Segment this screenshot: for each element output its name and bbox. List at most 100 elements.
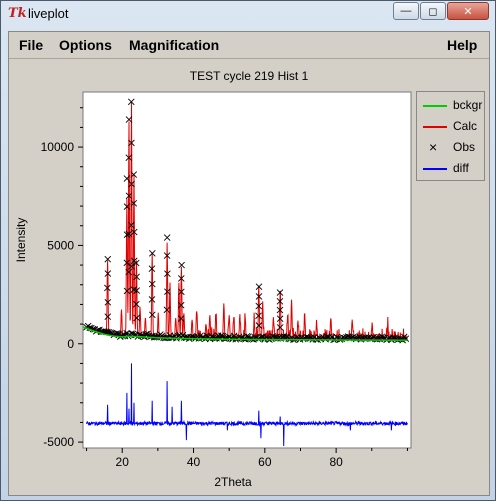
- menu-options-label: Options: [59, 37, 112, 53]
- legend: bckgr Calc × Obs diff: [416, 91, 485, 181]
- obs-peak-point: [255, 322, 263, 329]
- y-axis-label: Intensity: [14, 218, 28, 263]
- obs-peak-point: [133, 314, 141, 322]
- menu-bar: File Options Magnification Help: [9, 32, 489, 59]
- y-tick-label: 5000: [47, 238, 74, 252]
- bckgr-series-line: [82, 326, 408, 341]
- obs-peak-point: [164, 270, 171, 277]
- obs-peak-point: [163, 306, 171, 314]
- obs-peak-point: [133, 287, 141, 294]
- menu-magnification[interactable]: Magnification: [129, 37, 219, 53]
- diff-series-line: [86, 363, 408, 447]
- y-tick-label: 0: [67, 337, 74, 351]
- obs-peak-point: [276, 289, 284, 296]
- obs-peak-point: [148, 280, 156, 288]
- y-tick-label: -5000: [43, 435, 74, 449]
- menu-file-label: File: [19, 37, 44, 53]
- legend-label-bckgr: bckgr: [453, 98, 483, 112]
- obs-peak-point: [255, 293, 263, 300]
- obs-peak-point: [130, 228, 138, 236]
- legend-label-diff: diff: [453, 161, 469, 175]
- close-icon: ✕: [463, 5, 473, 18]
- menu-help[interactable]: Help: [447, 37, 477, 53]
- obs-peak-point: [104, 298, 112, 306]
- legend-swatch-diff: [423, 168, 447, 170]
- obs-peak-point: [130, 171, 138, 178]
- obs-peak-point: [177, 301, 185, 309]
- obs-peak-point: [104, 255, 112, 263]
- obs-peak-point: [177, 315, 185, 322]
- obs-peak-point: [149, 249, 156, 257]
- obs-peak-point: [133, 273, 140, 281]
- menu-magnification-label: Magnification: [129, 37, 220, 53]
- obs-peak-point: [104, 313, 112, 321]
- obs-peak-point: [125, 154, 133, 161]
- obs-peak-point: [123, 259, 131, 267]
- close-button[interactable]: ✕: [447, 2, 489, 20]
- plot-background: [82, 91, 412, 449]
- obs-peak-point: [104, 284, 111, 292]
- chart-canvas[interactable]: 20 40 60 80 -5000 0 5000 10000 2Theta Intensity: [9, 32, 489, 495]
- obs-peak-point: [127, 221, 135, 229]
- obs-peak-point: [133, 300, 140, 308]
- obs-peak-point: [177, 275, 185, 282]
- obs-peak-point: [276, 297, 284, 305]
- obs-peak-point: [149, 311, 156, 319]
- title-bar[interactable]: Tk liveplot — ◻ ✕: [1, 1, 495, 27]
- window-controls: — ◻ ✕: [392, 2, 489, 22]
- obs-point: [153, 333, 161, 341]
- legend-label-calc: Calc: [453, 119, 478, 133]
- legend-item-diff: diff: [421, 159, 483, 179]
- obs-peak-point: [130, 200, 138, 207]
- obs-peak-point: [123, 287, 131, 295]
- obs-peak-point: [125, 192, 133, 200]
- obs-peak-point: [276, 306, 284, 314]
- obs-peak-point: [104, 270, 112, 277]
- obs-peak-point: [148, 296, 156, 303]
- menu-options[interactable]: Options: [59, 37, 112, 53]
- obs-point: [243, 333, 251, 340]
- obs-peak-point: [127, 98, 135, 106]
- x-tick-label: 60: [258, 455, 272, 469]
- x-marker-icon: ×: [429, 139, 438, 155]
- plot-title: TEST cycle 219 Hist 1: [189, 69, 309, 83]
- obs-peak-point: [163, 252, 171, 259]
- client-area: File Options Magnification Help TEST cyc…: [8, 31, 490, 496]
- legend-item-bckgr: bckgr: [421, 96, 483, 116]
- obs-point: [380, 334, 387, 341]
- x-tick-label: 40: [187, 455, 201, 469]
- minimize-button[interactable]: —: [393, 2, 419, 20]
- obs-peak-point: [123, 175, 131, 182]
- obs-point: [299, 335, 307, 343]
- obs-peak-point: [123, 231, 131, 239]
- obs-peak-point: [164, 288, 171, 296]
- maximize-icon: ◻: [428, 5, 438, 18]
- legend-label-obs: Obs: [453, 140, 476, 154]
- obs-peak-point: [178, 261, 185, 269]
- obs-peak-point: [276, 315, 284, 323]
- window-title: liveplot: [28, 6, 69, 21]
- x-tick-label: 20: [116, 455, 130, 469]
- obs-peak-point: [163, 234, 171, 241]
- legend-swatch-bckgr: [423, 105, 447, 107]
- menu-file[interactable]: File: [19, 37, 43, 53]
- obs-peak-point: [128, 180, 135, 188]
- legend-item-obs: × Obs: [421, 138, 483, 158]
- obs-peak-point: [276, 324, 284, 331]
- x-tick-label: 80: [329, 455, 343, 469]
- menu-help-label: Help: [447, 37, 478, 53]
- obs-peak-point: [128, 263, 135, 270]
- maximize-button[interactable]: ◻: [420, 2, 446, 20]
- obs-peak-point: [128, 139, 135, 147]
- legend-item-calc: Calc: [421, 117, 483, 137]
- obs-peak-point: [123, 203, 131, 210]
- obs-peak-point: [255, 283, 263, 291]
- obs-peak-point: [148, 265, 156, 272]
- obs-peak-point: [125, 230, 133, 238]
- obs-peak-point: [132, 259, 140, 267]
- minimize-icon: —: [400, 5, 412, 17]
- obs-point: [274, 335, 281, 342]
- obs-peak-point: [255, 302, 263, 310]
- legend-swatch-calc: [423, 126, 447, 128]
